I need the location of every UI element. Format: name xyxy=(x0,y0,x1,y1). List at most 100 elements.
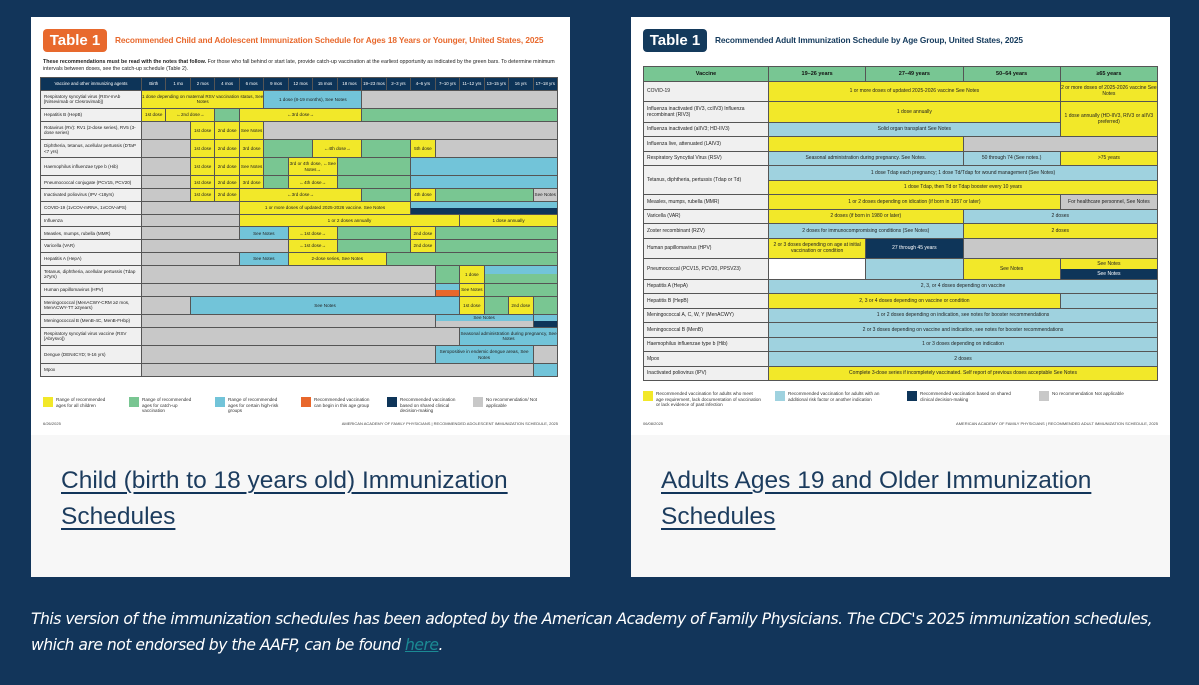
intro-text: For those who fall behind or start late,… xyxy=(43,59,555,72)
schedule-cell: 1 dose annually (HD-IIV3, RIV3 or aIIV3 … xyxy=(1060,102,1157,136)
legend-swatch xyxy=(643,391,653,401)
child-schedule-card[interactable]: Table 1 Recommended Child and Adolescent… xyxy=(31,17,570,577)
schedule-cell: ←2nd dose→ xyxy=(166,108,215,121)
schedule-cell: 1st dose xyxy=(142,108,166,121)
schedule-cell: 1 dose annually xyxy=(460,214,557,227)
legend-swatch xyxy=(775,391,785,401)
schedule-cell: 3rd dose xyxy=(239,139,264,158)
legend-swatch xyxy=(129,397,139,407)
cell-top xyxy=(533,315,557,321)
schedule-cell: 1st dose xyxy=(460,296,484,314)
column-header: 19–23 mos xyxy=(362,78,386,90)
column-header: 7–10 yrs xyxy=(435,78,460,90)
vaccine-label: Inactivated poliovirus (IPV) xyxy=(644,366,768,380)
schedule-cell: Complete 3-dose series if incompletely v… xyxy=(769,366,1157,380)
legend-label: Recommended vaccination based on shared … xyxy=(400,397,456,414)
schedule-cell: ←4th dose→ xyxy=(288,176,337,189)
schedule-cell xyxy=(386,253,557,265)
schedule-cell xyxy=(142,284,435,296)
legend-item: Recommended vaccination based on shared … xyxy=(387,397,459,414)
note-end: . xyxy=(438,636,443,654)
schedule-cell xyxy=(484,265,557,283)
legend-item: No recommendation Not applicable xyxy=(1039,391,1157,408)
schedule-cell xyxy=(963,238,1157,258)
vaccine-column-header: Vaccine and other immunizing agents xyxy=(41,78,141,90)
vaccine-label: Rotavirus (RV): RV1 (2-dose series), RV5… xyxy=(41,121,141,139)
schedule-cell: 2, 3, or 4 doses depending on vaccine xyxy=(769,279,1157,293)
cell-top: See Notes xyxy=(1060,259,1157,269)
schedule-cell: See Notes xyxy=(239,158,264,176)
column-header: 50–64 years xyxy=(963,67,1060,81)
doc-date: 6/26/2025 xyxy=(43,421,61,426)
schedule-cell: 2 or 3 doses depending on vaccine and in… xyxy=(769,323,1157,337)
vaccine-label: Measles, mumps, rubella (MMR) xyxy=(644,195,768,209)
schedule-cell xyxy=(264,121,557,139)
schedule-cell xyxy=(215,108,239,121)
schedule-cell: 1 dose depending on maternal RSV vaccina… xyxy=(142,90,264,108)
child-schedule-link[interactable]: Child (birth to 18 years old) Immunizati… xyxy=(61,467,508,530)
schedule-cell: Seasonal administration during pregnancy… xyxy=(460,327,557,345)
legend-label: No recommendation Not applicable xyxy=(1052,391,1124,396)
schedule-cell: 2 or more doses of 2025-2026 vaccine See… xyxy=(1060,81,1157,101)
table-badge: Table 1 xyxy=(43,29,107,52)
schedule-title: Recommended Adult Immunization Schedule … xyxy=(715,35,1023,45)
schedule-cell xyxy=(411,201,557,214)
vaccine-label: Meningococcal (MenACWY-CRM ≥2 mos, MenAC… xyxy=(41,296,141,314)
table-badge: Table 1 xyxy=(643,29,707,52)
legend-label: Range of recommended ages for certain hi… xyxy=(228,397,279,414)
schedule-cell: ←3rd dose→ xyxy=(239,189,362,201)
schedule-cell xyxy=(142,253,239,265)
doc-footer: AMERICAN ACADEMY OF FAMILY PHYSICIANS | … xyxy=(341,421,558,426)
schedule-cell: 3rd dose xyxy=(239,176,264,189)
legend-item: Recommended vaccination can begin in thi… xyxy=(301,397,373,414)
schedule-cell: 2nd dose xyxy=(215,139,239,158)
vaccine-column-header: Vaccine xyxy=(644,67,768,81)
legend-item: Range of recommended ages for certain hi… xyxy=(215,397,287,414)
legend-swatch xyxy=(215,397,225,407)
vaccine-label: Mpox xyxy=(41,364,141,376)
doc-footer: AMERICAN ACADEMY OF FAMILY PHYSICIANS | … xyxy=(956,421,1158,426)
schedule-cell xyxy=(533,364,557,376)
column-header: ≥65 years xyxy=(1060,67,1157,81)
legend-label: Range of recommended ages for all childr… xyxy=(56,397,106,408)
schedule-cell xyxy=(142,327,460,345)
column-header: 4 mos xyxy=(215,78,239,90)
vaccine-label: Mpox xyxy=(644,352,768,366)
adult-schedule-link[interactable]: Adults Ages 19 and Older Immunization Sc… xyxy=(661,467,1092,530)
schedule-cell: See Notes xyxy=(533,189,557,201)
legend-swatch xyxy=(1039,391,1049,401)
vaccine-label: Influenza inactivated (IIV3, ccIIV3) Inf… xyxy=(644,102,768,122)
schedule-cell xyxy=(142,227,239,240)
legend-item: Recommended vaccination for adults who m… xyxy=(643,391,761,408)
schedule-cell: 2nd dose xyxy=(411,240,435,252)
adoption-note: This version of the immunization schedul… xyxy=(31,606,1171,658)
schedule-cell: 4th dose xyxy=(411,189,435,201)
schedule-cell: 3rd or 4th dose, ←See Notes→ xyxy=(288,158,337,176)
cell-top xyxy=(435,284,460,290)
schedule-cell: Seropositive in endemic dengue areas, Se… xyxy=(435,346,533,364)
schedule-cell xyxy=(142,139,190,158)
cell-bottom: See Notes xyxy=(1060,268,1157,279)
schedule-cell: ←3rd dose→ xyxy=(239,108,362,121)
column-header: 16 yrs xyxy=(509,78,533,90)
vaccine-label: Hepatitis B (HepB) xyxy=(41,108,141,121)
column-header: Birth xyxy=(142,78,166,90)
schedule-cell xyxy=(142,240,288,252)
adult-schedule-thumbnail[interactable]: Table 1 Recommended Adult Immunization S… xyxy=(631,17,1170,435)
schedule-cell xyxy=(362,189,411,201)
vaccine-label: Hepatitis A (HepA) xyxy=(41,253,141,265)
adult-schedule-card[interactable]: Table 1 Recommended Adult Immunization S… xyxy=(631,17,1170,577)
adult-schedule-table: Vaccine 19–26 years 27–49 years 50–64 years… xyxy=(643,66,1158,381)
schedule-cell xyxy=(484,284,557,296)
intro-bold: These recommendations must be read with … xyxy=(43,59,207,65)
vaccine-label: Human papillomavirus (HPV) xyxy=(644,238,768,258)
child-schedule-thumbnail[interactable]: Table 1 Recommended Child and Adolescent… xyxy=(31,17,570,435)
vaccine-label: Varicella (VAR) xyxy=(644,209,768,223)
vaccine-label: Meningococcal A, C, W, Y (MenACWY) xyxy=(644,308,768,322)
cdc-schedules-link[interactable]: here xyxy=(404,636,439,654)
schedule-cell xyxy=(142,346,435,364)
schedule-cell: See Notes xyxy=(239,227,288,240)
schedule-cell xyxy=(362,139,411,158)
schedule-cell: >75 years xyxy=(1060,151,1157,165)
schedule-cell: 1st dose xyxy=(190,139,215,158)
